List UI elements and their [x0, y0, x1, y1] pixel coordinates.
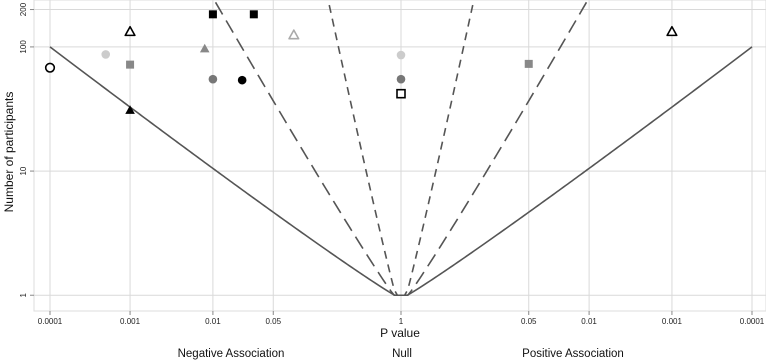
data-point-triangle: [666, 25, 678, 37]
y-axis-title: Number of participants: [2, 92, 16, 213]
x-axis-ticks: 0.0001 0.001 0.01 0.05 1 0.05 0.01 0.001 0.0001: [38, 311, 765, 326]
x-tick-label: 0.001: [120, 317, 141, 326]
short-dash-contour-curve: [401, 0, 475, 297]
x-tick-label: 0.0001: [740, 317, 765, 326]
y-tick-label: 1: [19, 292, 28, 297]
data-point-circle: [44, 62, 56, 73]
data-point-circle: [208, 74, 218, 84]
solid-contour-curve: [49, 46, 401, 297]
y-tick-label: 10: [19, 166, 28, 175]
data-point-square: [208, 10, 217, 19]
data-point-triangle: [199, 43, 210, 53]
short-dash-contour-curve: [327, 0, 401, 297]
y-axis-ticks: 1 10 100 200: [19, 2, 34, 297]
long-dash-contour-curve: [213, 0, 401, 297]
x-tick-label: 0.05: [521, 317, 537, 326]
data-point-circle: [101, 50, 111, 59]
x-tick-label: 0.001: [662, 317, 683, 326]
data-point-square: [126, 60, 135, 69]
null-label: Null: [392, 348, 412, 360]
x-tick-label: 0.01: [205, 317, 221, 326]
data-point-square: [396, 88, 406, 99]
contour-curves: [49, 0, 753, 297]
data-point-square: [249, 10, 258, 19]
data-point-square: [524, 59, 533, 68]
data-point-triangle: [288, 29, 300, 40]
data-point-circle: [237, 75, 247, 85]
x-tick-label: 0.0001: [38, 317, 63, 326]
long-dash-contour-curve: [401, 0, 589, 297]
positive-association-label: Positive Association: [522, 348, 624, 360]
data-point-triangle: [125, 105, 135, 114]
y-tick-label: 100: [19, 40, 28, 54]
x-tick-label: 0.01: [581, 317, 597, 326]
x-tick-label: 0.05: [265, 317, 281, 326]
x-tick-label: 1: [399, 317, 404, 326]
data-points: [44, 10, 678, 114]
data-point-circle: [396, 50, 406, 60]
data-point-circle: [396, 74, 406, 84]
y-tick-label: 200: [19, 2, 28, 16]
data-point-triangle: [124, 25, 136, 37]
x-axis-title: P value: [380, 326, 420, 340]
solid-contour-curve: [401, 46, 753, 297]
negative-association-label: Negative Association: [178, 348, 285, 360]
